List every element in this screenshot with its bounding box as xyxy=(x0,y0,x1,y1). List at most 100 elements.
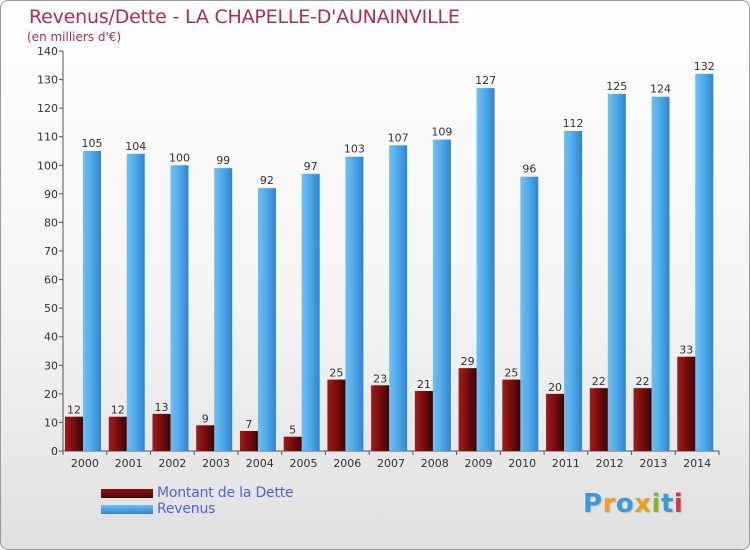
x-tick-label: 2005 xyxy=(290,457,318,470)
bar-dette xyxy=(327,379,346,451)
logo-letter: P xyxy=(583,489,603,519)
bar-revenus xyxy=(695,73,714,451)
value-label-revenus: 127 xyxy=(475,74,496,87)
y-tick-label: 130 xyxy=(37,74,58,87)
bar-revenus xyxy=(432,139,451,452)
value-label-revenus: 124 xyxy=(650,83,671,96)
y-tick-label: 110 xyxy=(37,131,58,144)
bar-dette xyxy=(239,431,258,451)
value-label-dette: 23 xyxy=(373,372,387,385)
value-label-dette: 12 xyxy=(67,404,81,417)
value-label-dette: 22 xyxy=(592,375,606,388)
value-label-dette: 22 xyxy=(636,375,650,388)
x-tick-label: 2004 xyxy=(246,457,274,470)
bar-dette xyxy=(108,416,127,451)
bar-revenus xyxy=(476,88,495,452)
value-label-revenus: 96 xyxy=(522,163,536,176)
bar-revenus xyxy=(345,156,364,451)
logo-letter: r xyxy=(602,489,616,519)
bar-dette xyxy=(502,379,521,451)
x-tick-label: 2001 xyxy=(115,457,143,470)
y-tick-label: 20 xyxy=(44,388,58,401)
value-label-dette: 5 xyxy=(289,424,296,437)
bar-dette xyxy=(152,413,171,451)
value-label-revenus: 112 xyxy=(563,117,584,130)
bars-group xyxy=(65,73,714,452)
value-label-revenus: 109 xyxy=(431,126,452,139)
bar-revenus xyxy=(126,153,145,451)
bar-dette xyxy=(414,391,433,451)
bar-dette xyxy=(677,356,696,451)
value-label-dette: 13 xyxy=(154,401,168,414)
bar-dette xyxy=(65,416,83,451)
value-label-revenus: 125 xyxy=(606,80,627,93)
x-tick-label: 2012 xyxy=(596,457,624,470)
value-label-dette: 33 xyxy=(679,344,693,357)
bar-revenus xyxy=(389,145,408,452)
logo-letter: i xyxy=(651,489,661,519)
x-tick-label: 2006 xyxy=(333,457,361,470)
chart-title: Revenus/Dette - LA CHAPELLE-D'AUNAINVILL… xyxy=(29,6,460,28)
bar-dette xyxy=(196,425,215,451)
value-label-revenus: 103 xyxy=(344,143,365,156)
bar-revenus xyxy=(257,188,276,451)
chart-subtitle: (en milliers d'€) xyxy=(27,30,122,44)
bar-dette xyxy=(589,388,608,451)
bar-dette xyxy=(283,436,302,451)
logo-letter: t xyxy=(660,489,674,519)
bar-revenus xyxy=(83,151,101,451)
y-tick-label: 10 xyxy=(44,416,58,429)
x-tick-label: 2002 xyxy=(158,457,186,470)
y-tick-label: 0 xyxy=(51,445,58,458)
bar-revenus xyxy=(301,173,320,451)
value-label-revenus: 92 xyxy=(260,174,274,187)
bar-revenus xyxy=(564,131,583,451)
x-tick-label: 2010 xyxy=(508,457,536,470)
value-label-revenus: 97 xyxy=(304,160,318,173)
bar-dette xyxy=(633,388,652,451)
bar-revenus xyxy=(520,176,539,451)
bar-revenus xyxy=(170,165,189,452)
x-tick-label: 2011 xyxy=(552,457,580,470)
x-tick-label: 2000 xyxy=(71,457,99,470)
legend-swatch-revenus xyxy=(101,505,153,514)
value-label-dette: 21 xyxy=(417,378,431,391)
proxiti-logo: Proxiti xyxy=(583,489,683,519)
x-tick-label: 2014 xyxy=(683,457,711,470)
value-label-dette: 20 xyxy=(548,381,562,394)
x-tick-label: 2007 xyxy=(377,457,405,470)
y-tick-label: 140 xyxy=(37,45,58,58)
value-label-revenus: 105 xyxy=(82,137,103,150)
value-label-dette: 7 xyxy=(245,418,252,431)
y-tick-label: 120 xyxy=(37,102,58,115)
value-label-revenus: 132 xyxy=(694,60,715,73)
y-tick-label: 80 xyxy=(44,216,58,229)
bar-dette xyxy=(458,368,477,451)
value-label-dette: 25 xyxy=(329,367,343,380)
x-tick-label: 2009 xyxy=(464,457,492,470)
y-tick-label: 100 xyxy=(37,159,58,172)
legend-label-revenus: Revenus xyxy=(157,501,216,517)
logo-letter: o xyxy=(615,489,635,519)
value-label-dette: 29 xyxy=(461,355,475,368)
logo-letter: x xyxy=(634,489,652,519)
y-tick-label: 60 xyxy=(44,274,58,287)
value-label-dette: 12 xyxy=(111,404,125,417)
bar-revenus xyxy=(214,168,233,451)
x-tick-label: 2013 xyxy=(639,457,667,470)
legend-swatch-dette xyxy=(101,489,153,498)
logo-letter: i xyxy=(673,489,684,519)
x-tick-label: 2003 xyxy=(202,457,230,470)
value-label-dette: 9 xyxy=(202,412,209,425)
y-tick-label: 30 xyxy=(44,359,58,372)
y-tick-label: 40 xyxy=(44,331,58,344)
value-label-revenus: 107 xyxy=(388,131,409,144)
bar-dette xyxy=(371,385,390,451)
value-label-revenus: 99 xyxy=(216,154,230,167)
y-tick-label: 70 xyxy=(44,245,58,258)
legend-label-dette: Montant de la Dette xyxy=(157,485,294,501)
bar-revenus xyxy=(651,96,670,451)
y-tick-label: 90 xyxy=(44,188,58,201)
